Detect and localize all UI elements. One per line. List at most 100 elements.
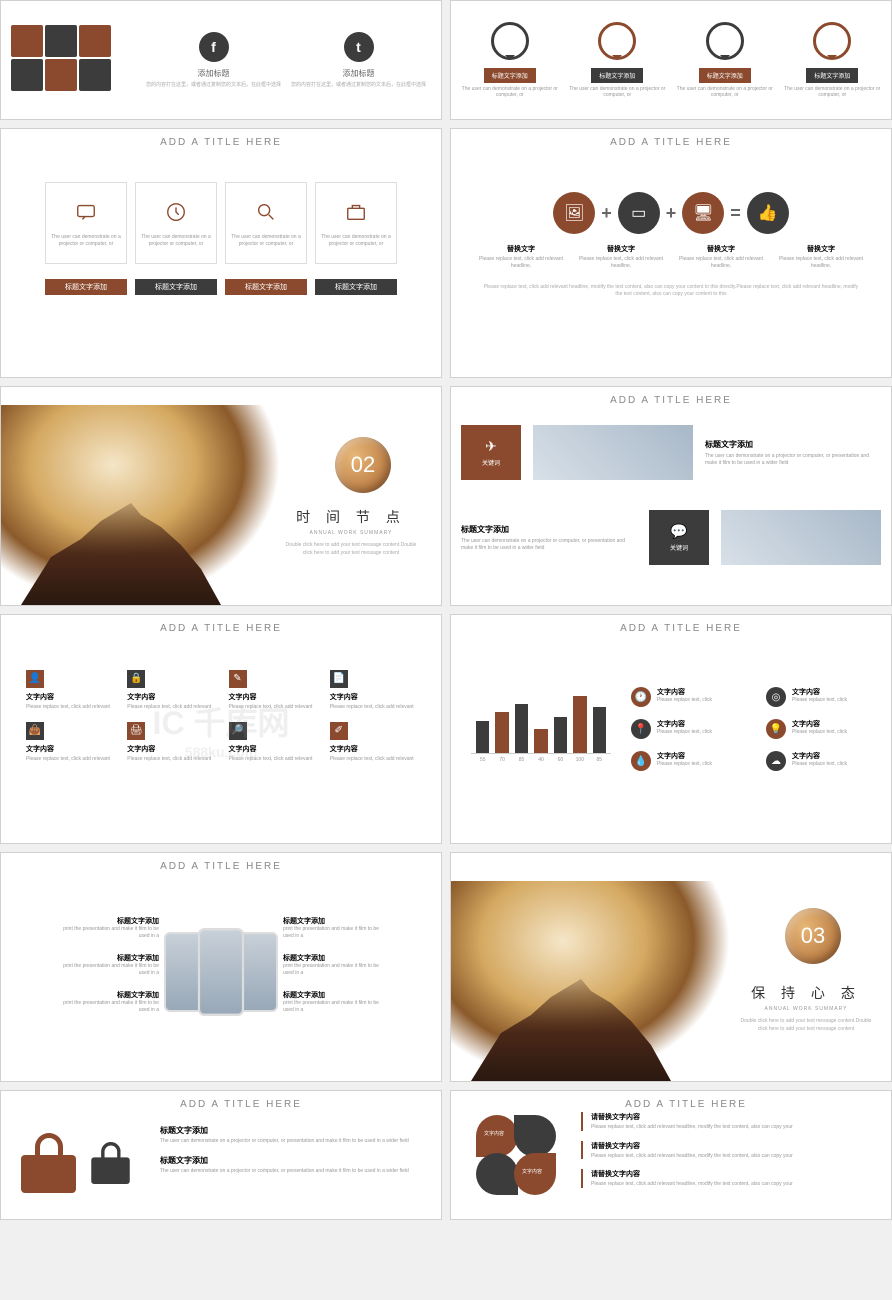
drop-icon: 💧 — [631, 751, 651, 771]
slide-3-boxes: ADD A TITLE HERE The user can demonstrat… — [0, 128, 442, 378]
slide-7-grid8: ADD A TITLE HERE IC 千库网588ku.com 👤 文字内容P… — [0, 614, 442, 844]
clock-icon: 🕐 — [631, 687, 651, 707]
keyword-box: 💬关键词 — [649, 510, 709, 565]
pin-item: 标题文字添加 The user can demonstrate on a pro… — [564, 22, 672, 99]
slide-title: ADD A TITLE HERE — [1, 129, 441, 152]
lock-title: 标题文字添加 — [160, 1125, 421, 1136]
pen-icon: ✎ — [229, 670, 247, 688]
operator: + — [666, 203, 677, 224]
chat-icon — [51, 198, 121, 226]
slide-title: ADD A TITLE HERE — [1, 853, 441, 876]
search-icon — [231, 198, 301, 226]
twitter-icon: t — [344, 32, 374, 62]
slide-8-barchart: ADD A TITLE HERE 557085406010085 🕐 文字内容P… — [450, 614, 892, 844]
section-desc: Double click here to add your text messa… — [736, 1018, 876, 1033]
grid-item: 🖨 文字内容Please replace text, click add rel… — [127, 720, 213, 762]
section-number: 02 — [335, 437, 391, 493]
section-subtitle: ANNUAL WORK SUMMARY — [736, 1006, 876, 1012]
slide-1-social: f 添加标题 您的内容打在这里，或者通过复制您的文本后，在此框中选择 t 添加标… — [0, 0, 442, 120]
phone-text-item: 标题文字添加print the presentation and make it… — [57, 916, 167, 939]
pin-desc: The user can demonstrate on a projector … — [779, 86, 887, 99]
pin-icon — [706, 22, 744, 60]
box-desc: The user can demonstrate on a projector … — [51, 234, 121, 248]
slide-12-knot: ADD A TITLE HERE 文字内容文字内容 请替换文字内容Please … — [450, 1090, 892, 1220]
keyword-box: ✈关键词 — [461, 425, 521, 480]
x-label: 85 — [515, 757, 528, 763]
social-title: 添加标题 — [286, 68, 431, 79]
slide-2-pins: 标题文字添加 The user can demonstrate on a pro… — [450, 0, 892, 120]
section-number: 03 — [785, 908, 841, 964]
slide-11-locks: ADD A TITLE HERE 标题文字添加 The user can dem… — [0, 1090, 442, 1220]
icon-box: The user can demonstrate on a projector … — [225, 182, 307, 264]
slide-10-hero-03: 03 保 持 心 态 ANNUAL WORK SUMMARY Double cl… — [450, 852, 892, 1082]
edit-icon: ✐ — [330, 722, 348, 740]
section-desc: Double click here to add your text messa… — [281, 542, 421, 557]
icon-box: The user can demonstrate on a projector … — [45, 182, 127, 264]
pin-item: 标题文字添加 The user can demonstrate on a pro… — [456, 22, 564, 99]
lock-icon: 🔒 — [127, 670, 145, 688]
social-title: 添加标题 — [141, 68, 286, 79]
lock-title: 标题文字添加 — [160, 1155, 421, 1166]
slide-grid: f 添加标题 您的内容打在这里，或者通过复制您的文本后，在此框中选择 t 添加标… — [0, 0, 892, 1220]
x-label: 85 — [593, 757, 606, 763]
replace-item: 请替换文字内容Please replace text, click add re… — [581, 1112, 876, 1131]
keyword-text: 标题文字添加The user can demonstrate on a proj… — [461, 524, 637, 552]
equation-label: 替换文字Please replace text, click add relev… — [471, 244, 571, 269]
pin-desc: The user can demonstrate on a projector … — [671, 86, 779, 99]
pin-icon — [813, 22, 851, 60]
equation-footer: Please replace text, click add relevant … — [451, 269, 891, 313]
bag-icon: 👜 — [26, 722, 44, 740]
phone-text-item: 标题文字添加print the presentation and make it… — [57, 953, 167, 976]
box-badge: 标题文字添加 — [135, 279, 217, 295]
replace-item: 请替换文字内容Please replace text, click add re… — [581, 1141, 876, 1160]
hero-image — [451, 881, 731, 1081]
feature-item: ◎ 文字内容Please replace text, click — [766, 687, 881, 707]
slide-6-keywords: ADD A TITLE HERE ✈关键词标题文字添加The user can … — [450, 386, 892, 606]
knot-quadrant — [476, 1153, 518, 1195]
pin-item: 标题文字添加 The user can demonstrate on a pro… — [779, 22, 887, 99]
phone-text-item: 标题文字添加print the presentation and make it… — [275, 990, 385, 1013]
phone-text-item: 标题文字添加print the presentation and make it… — [275, 916, 385, 939]
feature-item: 📍 文字内容Please replace text, click — [631, 719, 746, 739]
x-label: 70 — [495, 757, 508, 763]
equation-circle: 🖥 — [682, 192, 724, 234]
knot-graphic: 文字内容文字内容 — [466, 1110, 566, 1200]
keyword-image — [533, 425, 693, 480]
grid-item: 🔒 文字内容Please replace text, click add rel… — [127, 668, 213, 710]
box-badge: 标题文字添加 — [45, 279, 127, 295]
chart-bar — [573, 696, 586, 753]
equation-circle: ▭ — [618, 192, 660, 234]
icon-box: The user can demonstrate on a projector … — [315, 182, 397, 264]
bar-chart: 557085406010085 — [471, 674, 611, 784]
grid-item: ✎ 文字内容Please replace text, click add rel… — [229, 668, 315, 710]
slide-4-equation: ADD A TITLE HERE 🖼+▭+🖥=👍 替换文字Please repl… — [450, 128, 892, 378]
lock-icon — [21, 1133, 76, 1193]
target-icon: ◎ — [766, 687, 786, 707]
icon-box: The user can demonstrate on a projector … — [135, 182, 217, 264]
grid-item: ✐ 文字内容Please replace text, click add rel… — [330, 720, 416, 762]
pin-item: 标题文字添加 The user can demonstrate on a pro… — [671, 22, 779, 99]
operator: + — [601, 203, 612, 224]
user-icon: 👤 — [26, 670, 44, 688]
feature-item: 💡 文字内容Please replace text, click — [766, 719, 881, 739]
social-facebook: f 添加标题 您的内容打在这里，或者通过复制您的文本后，在此框中选择 — [141, 32, 286, 89]
slide-title: ADD A TITLE HERE — [21, 1091, 442, 1114]
equation-label: 替换文字Please replace text, click add relev… — [671, 244, 771, 269]
keyword-text: 标题文字添加The user can demonstrate on a proj… — [705, 439, 881, 467]
bulb-icon: 💡 — [766, 719, 786, 739]
grid-item: 🔎 文字内容Please replace text, click add rel… — [229, 720, 315, 762]
social-twitter: t 添加标题 您的内容打在这里，或者通过复制您的文本后，在此框中选择 — [286, 32, 431, 89]
keyword-row: ✈关键词 标题文字添加The user can demonstrate on a … — [451, 410, 891, 495]
section-title: 保 持 心 态 — [736, 983, 876, 1003]
equation-circle: 🖼 — [553, 192, 595, 234]
phone-text-item: 标题文字添加print the presentation and make it… — [57, 990, 167, 1013]
social-desc: 您的内容打在这里，或者通过复制您的文本后，在此框中选择 — [286, 82, 431, 89]
puzzle-graphic — [11, 25, 121, 95]
chart-bar — [476, 721, 489, 753]
briefcase-icon — [321, 198, 391, 226]
knot-quadrant — [514, 1115, 556, 1157]
feature-item: 🕐 文字内容Please replace text, click — [631, 687, 746, 707]
replace-item: 请替换文字内容Please replace text, click add re… — [581, 1169, 876, 1188]
grid-item: 👤 文字内容Please replace text, click add rel… — [26, 668, 112, 710]
pin-icon: 📍 — [631, 719, 651, 739]
